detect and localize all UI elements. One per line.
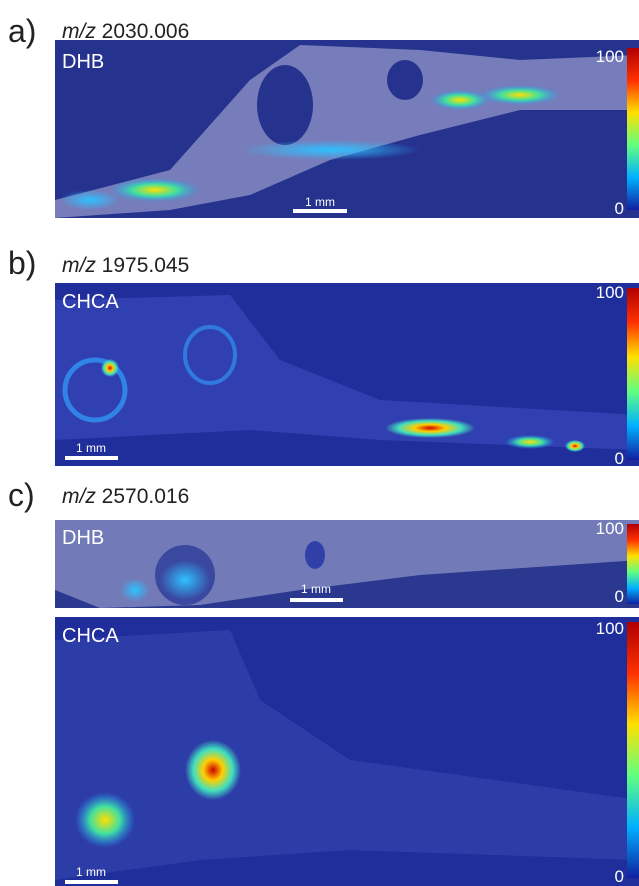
panel-label: b) xyxy=(8,245,36,281)
scale-bar xyxy=(290,598,343,602)
ms-image xyxy=(55,617,639,886)
mz-title: m/z 1975.045 xyxy=(62,254,189,277)
scale-bar-label: 1 mm xyxy=(76,441,106,455)
mz-value: 2570.016 xyxy=(102,485,190,508)
mz-title: m/z 2030.006 xyxy=(62,20,189,43)
panel-label: c) xyxy=(8,477,35,513)
mz-prefix: m/z xyxy=(62,20,96,43)
scale-bar-label: 1 mm xyxy=(76,865,106,879)
panel-label: a) xyxy=(8,13,36,49)
colorbar xyxy=(627,288,639,460)
colorbar-min: 0 xyxy=(615,199,624,218)
mz-value: 2030.006 xyxy=(102,20,190,43)
colorbar-max: 100 xyxy=(596,619,624,638)
colorbar-min: 0 xyxy=(615,449,624,468)
colorbar xyxy=(627,622,639,878)
matrix-label: DHB xyxy=(62,527,104,549)
mz-title: m/z 2570.016 xyxy=(62,485,189,508)
ms-image xyxy=(55,283,639,466)
scale-bar xyxy=(293,209,347,213)
mz-prefix: m/z xyxy=(62,485,96,508)
scale-bar xyxy=(65,880,118,884)
colorbar-min: 0 xyxy=(615,587,624,606)
mz-prefix: m/z xyxy=(62,254,96,277)
scale-bar xyxy=(65,456,118,460)
mz-value: 1975.045 xyxy=(102,254,190,277)
scale-bar-label: 1 mm xyxy=(305,195,335,209)
matrix-label: CHCA xyxy=(62,291,119,313)
colorbar xyxy=(627,524,639,604)
colorbar-max: 100 xyxy=(596,283,624,302)
colorbar xyxy=(627,48,639,210)
colorbar-max: 100 xyxy=(596,47,624,66)
matrix-label: CHCA xyxy=(62,625,119,647)
scale-bar-label: 1 mm xyxy=(301,582,331,596)
ms-image xyxy=(55,520,639,608)
colorbar-max: 100 xyxy=(596,519,624,538)
ms-image xyxy=(55,40,639,218)
colorbar-min: 0 xyxy=(615,867,624,886)
matrix-label: DHB xyxy=(62,51,104,73)
